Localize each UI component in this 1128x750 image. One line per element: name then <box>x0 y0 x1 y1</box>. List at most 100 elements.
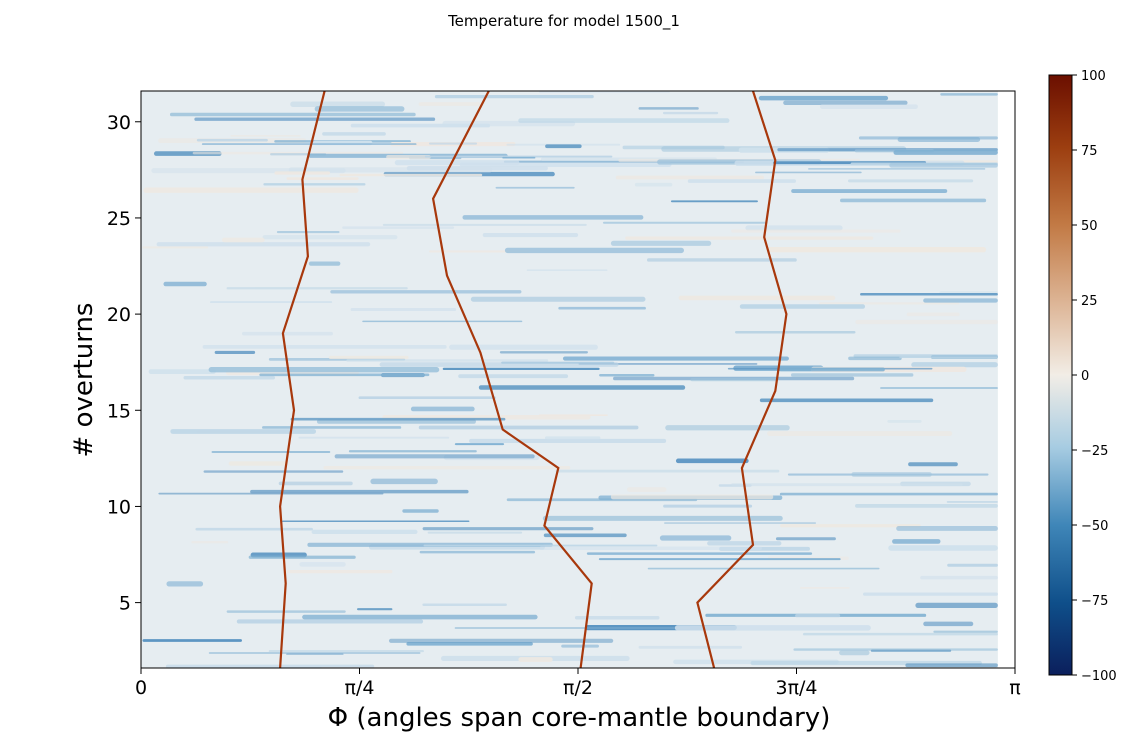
cold-streak <box>933 630 998 633</box>
cold-streak <box>262 235 398 240</box>
y-tick-label: 20 <box>107 304 131 326</box>
cold-streak <box>906 312 960 317</box>
cold-streak <box>290 417 506 421</box>
cold-streak <box>731 483 963 487</box>
colorbar-tick-label: 50 <box>1081 219 1098 234</box>
cold-streak <box>840 198 987 203</box>
cold-streak <box>308 261 341 266</box>
cold-streak <box>358 396 496 400</box>
cold-streak <box>142 246 209 249</box>
cold-streak <box>887 419 922 423</box>
cold-streak <box>422 527 594 531</box>
cold-streak <box>586 552 813 555</box>
y-tick-label: 25 <box>107 208 131 230</box>
cold-streak <box>342 226 455 229</box>
cold-streak <box>169 112 416 117</box>
cold-streak <box>298 436 450 439</box>
cold-streak <box>615 175 764 180</box>
cold-streak <box>526 269 608 271</box>
cold-streak <box>625 236 874 240</box>
cold-streak <box>915 602 998 609</box>
cold-streak <box>734 331 856 334</box>
cold-streak <box>142 639 242 642</box>
cold-streak <box>758 95 889 101</box>
cold-streak <box>242 331 333 336</box>
cold-streak <box>288 167 493 173</box>
cold-streak <box>787 473 989 476</box>
cold-streak <box>893 150 998 155</box>
cold-streak <box>499 351 588 354</box>
cold-streak <box>545 144 582 149</box>
hot-plume-traces <box>278 91 788 668</box>
cold-streak <box>659 535 732 541</box>
cold-streak <box>795 613 841 618</box>
cold-streak <box>791 189 948 193</box>
cold-streak <box>675 458 749 464</box>
x-tick-label: 0 <box>135 677 147 699</box>
cold-streak <box>334 454 535 459</box>
cold-streak <box>599 373 655 377</box>
x-axis: 0 π/4 π/2 3π/4 π <box>135 668 1021 699</box>
cold-streak <box>226 610 346 613</box>
cold-streak <box>745 225 843 231</box>
cold-streak <box>192 151 404 155</box>
cold-streak <box>855 319 998 325</box>
colorbar-axis: 100 75 50 25 0 −25 −50 −75 −100 <box>1072 69 1117 684</box>
colorbar-tick-label: 100 <box>1081 69 1106 84</box>
cold-streak <box>454 627 691 629</box>
cold-streak <box>634 182 673 187</box>
cold-streak <box>311 529 418 535</box>
cold-streak <box>316 419 476 424</box>
cold-streak <box>562 356 789 361</box>
cold-streak <box>678 295 836 301</box>
cold-streak <box>210 301 333 303</box>
cold-streak <box>322 132 386 136</box>
cold-streak <box>194 117 436 121</box>
cold-streak <box>946 501 998 503</box>
cold-streak <box>379 362 619 367</box>
y-tick-label: 30 <box>107 112 131 134</box>
cold-streak <box>158 492 384 495</box>
cold-streak <box>350 123 491 128</box>
cold-streak <box>427 531 523 534</box>
cold-streak <box>170 429 317 434</box>
cold-streak <box>156 242 371 247</box>
cold-streak <box>478 385 686 390</box>
cold-streak <box>286 570 393 574</box>
cold-streak <box>230 134 301 137</box>
cold-anomaly-streaks <box>142 91 998 668</box>
cold-streak <box>382 223 587 226</box>
colorbar-tick-label: 0 <box>1081 369 1089 384</box>
cold-streak <box>276 230 340 234</box>
cold-streak <box>627 487 667 492</box>
cold-streak <box>504 247 684 254</box>
colorbar-tick-label: 75 <box>1081 144 1098 159</box>
cold-streak <box>848 356 902 361</box>
cold-streak <box>839 650 870 656</box>
cold-streak <box>739 304 866 309</box>
cold-streak <box>418 425 639 430</box>
cold-streak <box>274 171 331 175</box>
cold-streak <box>610 240 712 246</box>
cold-streak <box>799 587 850 589</box>
cold-streak <box>208 367 440 373</box>
cold-streak <box>163 281 207 287</box>
cold-streak <box>920 575 998 580</box>
cold-streak <box>286 653 344 655</box>
cold-streak <box>860 292 998 296</box>
cold-streak <box>357 608 393 611</box>
cold-streak <box>870 649 952 652</box>
cold-streak <box>767 431 953 436</box>
cold-streak <box>543 533 627 538</box>
cold-streak <box>201 143 417 145</box>
x-tick-label: π/4 <box>345 677 375 699</box>
cold-streak <box>419 550 536 554</box>
cold-streak <box>664 522 817 524</box>
cold-streak <box>290 101 386 107</box>
cold-streak <box>202 345 447 349</box>
colorbar-tick-label: −50 <box>1081 519 1108 534</box>
cold-streak <box>406 642 533 646</box>
cold-streak <box>211 451 331 453</box>
cold-streak <box>665 425 790 431</box>
cold-streak <box>889 163 998 168</box>
